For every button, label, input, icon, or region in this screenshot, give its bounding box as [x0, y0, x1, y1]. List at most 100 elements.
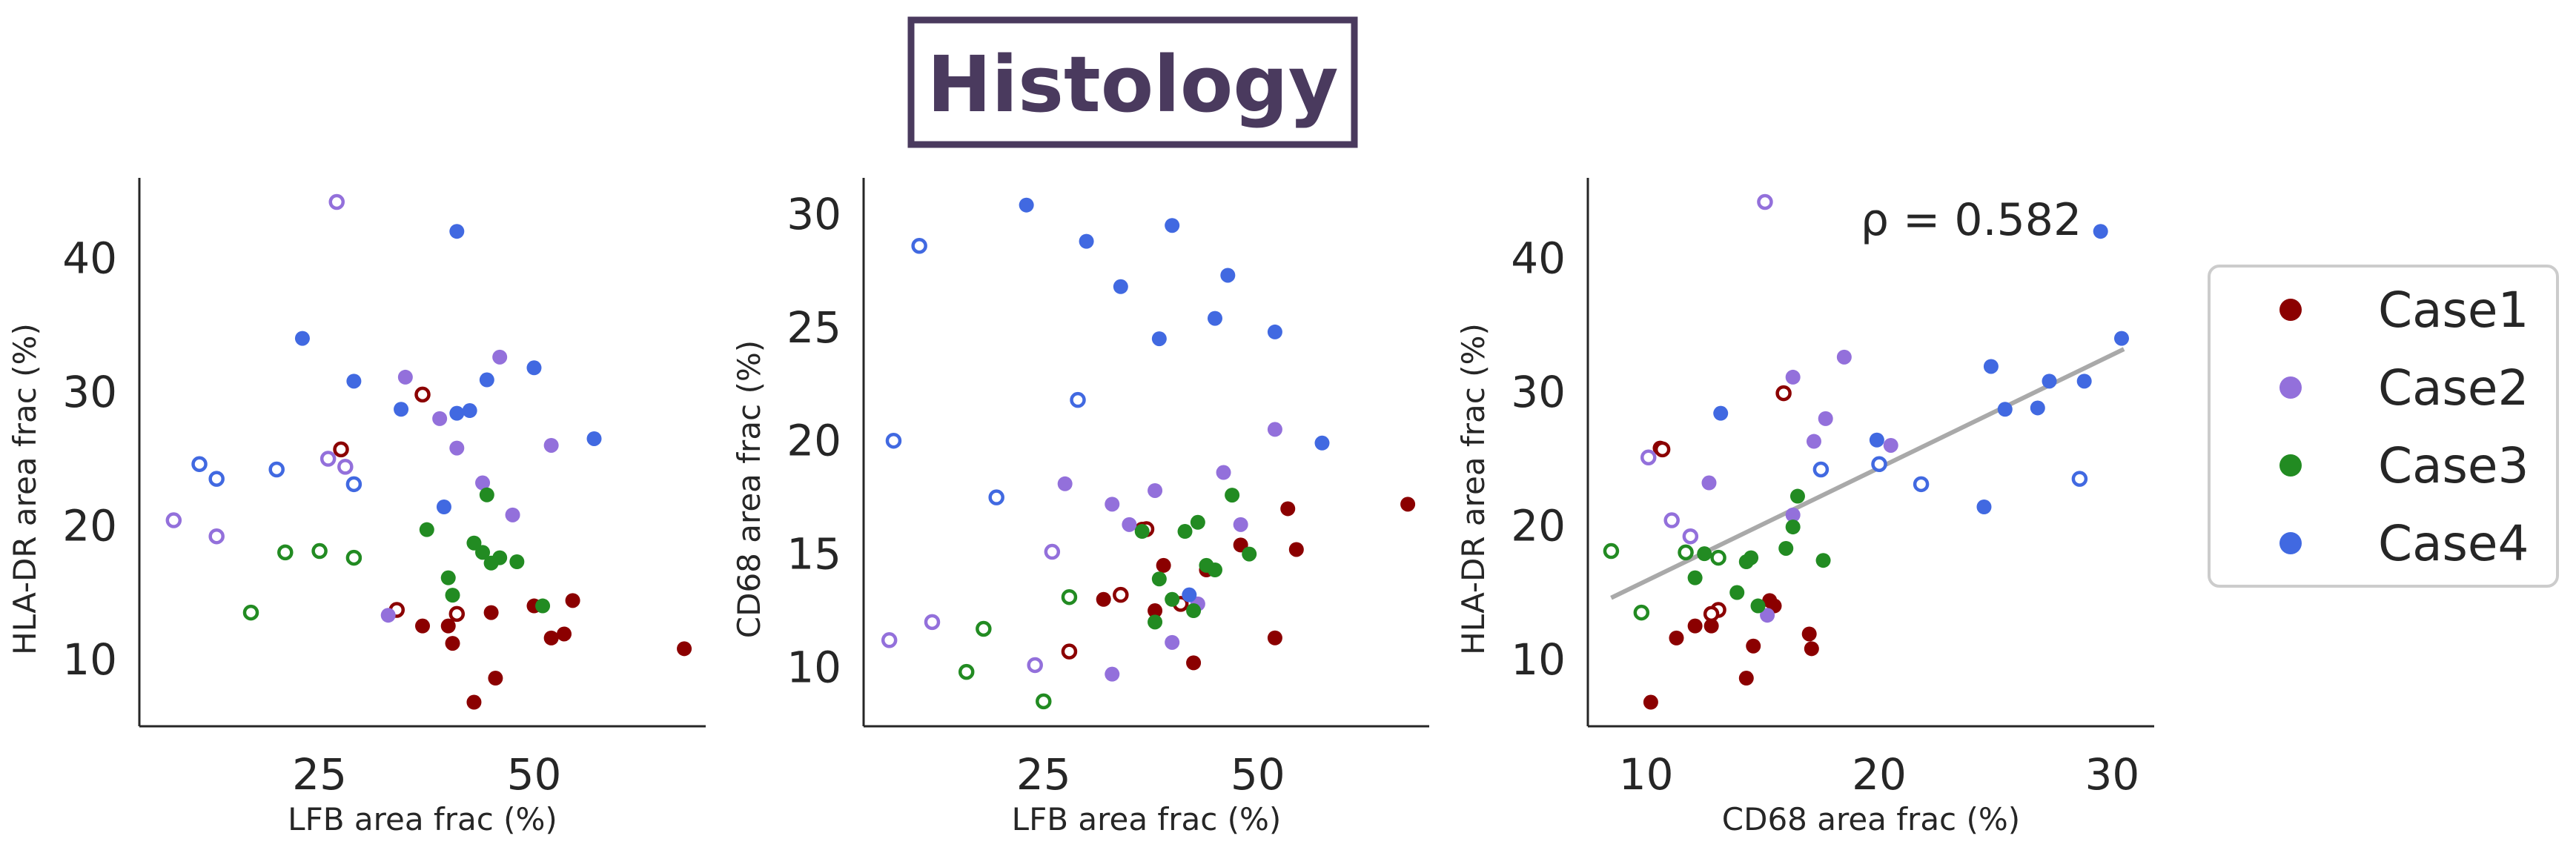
legend-marker	[2279, 376, 2302, 399]
y-tick-label: 30	[1511, 367, 1566, 417]
data-point	[1804, 641, 1819, 657]
data-point	[1225, 488, 1240, 503]
data-point	[1165, 591, 1180, 607]
data-point	[1643, 694, 1658, 710]
data-point	[1134, 524, 1150, 540]
data-point-open	[1812, 461, 1830, 478]
data-point	[2093, 224, 2108, 239]
data-point	[449, 440, 465, 456]
data-point-open	[242, 604, 259, 621]
data-point-open	[345, 476, 362, 493]
y-tick-label: 15	[787, 529, 841, 580]
data-point	[1703, 618, 1719, 634]
data-point-open	[1061, 588, 1078, 605]
data-point	[1701, 475, 1717, 491]
series-case2	[165, 193, 559, 623]
data-point	[543, 630, 559, 645]
data-point-open	[1871, 456, 1887, 472]
data-point-open	[1775, 385, 1792, 402]
x-axis-label: CD68 area frac (%)	[1722, 801, 2020, 837]
data-point	[526, 360, 542, 376]
data-point-open	[1757, 193, 1773, 210]
data-point-open	[268, 461, 285, 478]
y-tick-label: 10	[62, 634, 117, 685]
data-point	[1267, 630, 1282, 645]
data-point	[462, 403, 477, 419]
data-point-open	[208, 528, 225, 545]
data-point	[1242, 546, 1257, 562]
scatter-panel-2: 25 50 10 15 20 25 30 LFB area frac (%) CD68 area…	[731, 178, 1429, 837]
data-point-open	[1663, 512, 1680, 528]
data-point	[1190, 514, 1205, 530]
data-point	[1746, 638, 1761, 654]
data-point	[1186, 603, 1202, 619]
data-point	[449, 405, 465, 421]
data-point	[2113, 331, 2129, 346]
data-point-open	[881, 632, 898, 648]
y-tick-label: 10	[787, 642, 841, 692]
data-point	[1220, 268, 1236, 283]
data-point-open	[1640, 449, 1657, 465]
data-point-open	[1036, 693, 1052, 710]
data-point	[1096, 591, 1111, 607]
data-point	[565, 593, 580, 608]
data-point-open	[208, 471, 225, 487]
data-point	[445, 588, 460, 603]
data-point-open	[1061, 643, 1078, 660]
data-point-open	[311, 542, 328, 560]
data-point	[449, 224, 465, 239]
data-point-open	[2071, 471, 2088, 487]
x-tick-label: 10	[1619, 749, 1674, 800]
y-tick-label: 20	[787, 416, 841, 466]
data-point	[1869, 432, 1884, 448]
legend-label: Case3	[2378, 437, 2529, 494]
data-point	[483, 605, 499, 620]
legend-label: Case4	[2378, 515, 2529, 572]
regression-line	[1610, 347, 2125, 600]
data-point	[440, 618, 456, 634]
data-point	[1729, 585, 1745, 600]
data-point-open	[988, 489, 1004, 505]
data-point-open	[319, 451, 337, 467]
data-point	[1280, 501, 1296, 517]
data-point-open	[448, 605, 466, 623]
data-point-open	[345, 549, 362, 566]
data-point	[1113, 279, 1128, 294]
data-point	[1785, 507, 1801, 522]
y-tick-label: 30	[62, 367, 117, 417]
legend-frame	[2208, 265, 2559, 588]
data-point	[1105, 497, 1120, 512]
data-point	[1148, 614, 1163, 630]
data-point-open	[1633, 604, 1650, 621]
data-point	[1815, 553, 1831, 568]
data-point-open	[924, 614, 941, 631]
data-point	[346, 374, 362, 389]
x-tick-label: 20	[1852, 749, 1907, 800]
x-tick-label: 25	[292, 749, 347, 800]
data-point	[1400, 497, 1416, 512]
data-point-open	[1654, 441, 1671, 458]
legend-label: Case1	[2378, 282, 2529, 339]
data-point	[1122, 517, 1137, 532]
series-case1	[333, 386, 692, 710]
data-point-open	[1703, 605, 1720, 623]
data-point	[445, 636, 460, 651]
data-point	[2030, 400, 2045, 416]
data-point	[466, 535, 482, 551]
data-point	[1165, 218, 1180, 233]
data-point	[1806, 434, 1821, 449]
data-point	[1019, 197, 1034, 213]
y-tick-label: 30	[787, 189, 841, 239]
data-point	[505, 507, 520, 522]
data-point	[397, 369, 413, 385]
data-point-open	[191, 456, 208, 472]
y-tick-label: 20	[1511, 500, 1566, 551]
data-point	[1836, 349, 1852, 365]
series-case4	[191, 224, 602, 514]
data-point	[1687, 618, 1703, 634]
legend-label: Case2	[2378, 359, 2529, 416]
data-point	[1216, 465, 1231, 480]
data-point	[1057, 476, 1073, 491]
data-point	[475, 545, 491, 560]
data-point	[2042, 374, 2057, 389]
